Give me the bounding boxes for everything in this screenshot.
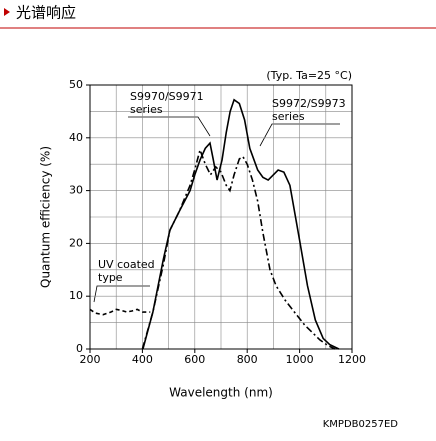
series-label: S9970/S9971 xyxy=(130,90,204,103)
series-line xyxy=(141,147,336,350)
y-tick-label: 40 xyxy=(69,131,83,144)
series-label: series xyxy=(272,110,305,123)
x-tick-label: 1000 xyxy=(286,353,314,366)
y-tick-label: 0 xyxy=(76,342,83,355)
leader-line xyxy=(93,285,150,303)
series-label: type xyxy=(98,271,123,284)
x-tick-label: 600 xyxy=(184,353,205,366)
x-tick-label: 400 xyxy=(132,353,153,366)
y-tick-label: 10 xyxy=(69,289,83,302)
header-marker xyxy=(4,8,10,16)
series-label: S9972/S9973 xyxy=(272,97,346,110)
y-tick-label: 50 xyxy=(69,78,83,91)
series-label: UV coated xyxy=(98,258,155,271)
series-line xyxy=(89,308,151,316)
chart-note: (Typ. Ta=25 °C) xyxy=(266,69,352,82)
series-label: series xyxy=(130,103,163,116)
x-axis-label: Wavelength (nm) xyxy=(169,386,273,400)
leaders xyxy=(93,116,340,303)
x-tick-label: 200 xyxy=(80,353,101,366)
plot-frame xyxy=(89,84,353,350)
y-axis-label: Quantum efficiency (%) xyxy=(39,146,53,288)
x-tick-label: 800 xyxy=(237,353,258,366)
y-tick-label: 20 xyxy=(69,236,83,249)
footer-code: KMPDB0257ED xyxy=(323,419,399,430)
leader-line xyxy=(128,116,211,137)
y-tick-label: 30 xyxy=(69,184,83,197)
series-line xyxy=(142,98,340,350)
x-tick-label: 1200 xyxy=(338,353,366,366)
header-title: 光谱响应 xyxy=(16,4,76,22)
leader-line xyxy=(259,123,340,147)
